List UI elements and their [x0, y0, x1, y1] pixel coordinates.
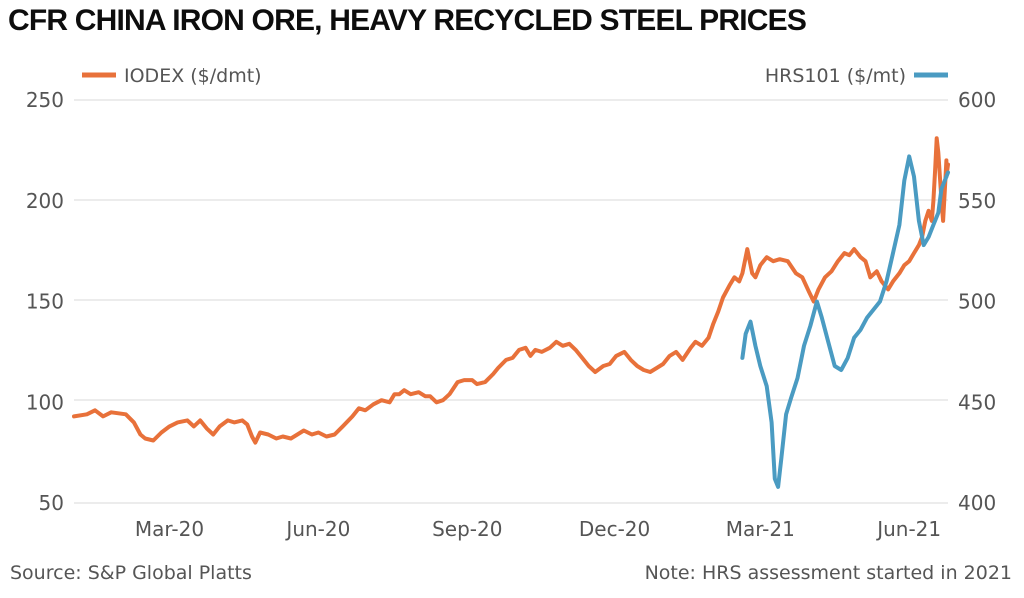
x-axis-tick-label: Mar-21	[726, 517, 795, 541]
left-axis-tick-label: 50	[39, 491, 64, 515]
right-axis-tick-label: 500	[958, 290, 996, 314]
left-axis-ticks: 50 100 150 200 250	[26, 88, 64, 515]
x-axis-tick-label: Jun-20	[284, 517, 350, 541]
legend-hrs: HRS101 ($/mt)	[765, 65, 948, 87]
source-note: Source: S&P Global Platts	[10, 562, 252, 584]
left-axis-tick-label: 150	[26, 290, 64, 314]
right-axis-tick-label: 450	[958, 390, 996, 414]
gridlines	[74, 99, 948, 504]
hrs101-line	[740, 154, 950, 489]
left-axis-tick-label: 100	[26, 390, 64, 414]
legend-iodex-label: IODEX ($/dmt)	[124, 65, 262, 87]
legend-iodex: IODEX ($/dmt)	[82, 65, 262, 87]
right-axis-tick-label: 550	[958, 189, 996, 213]
x-axis-tick-label: Sep-20	[432, 517, 502, 541]
right-axis-tick-label: 400	[958, 491, 996, 515]
right-axis-tick-label: 600	[958, 88, 996, 112]
x-axis-tick-label: Dec-20	[579, 517, 650, 541]
iodex-line	[72, 136, 950, 445]
left-axis-tick-label: 250	[26, 88, 64, 112]
left-axis-tick-label: 200	[26, 189, 64, 213]
footnote: Note: HRS assessment started in 2021	[644, 562, 1012, 584]
legend-hrs-label: HRS101 ($/mt)	[765, 65, 906, 87]
x-axis-tick-label: Jun-21	[875, 517, 941, 541]
chart-title: CFR CHINA IRON ORE, HEAVY RECYCLED STEEL…	[8, 4, 807, 37]
x-axis-ticks: Mar-20 Jun-20 Sep-20 Dec-20 Mar-21 Jun-21	[135, 517, 941, 541]
x-axis-tick-label: Mar-20	[135, 517, 204, 541]
right-axis-ticks: 400 450 500 550 600	[958, 88, 996, 515]
